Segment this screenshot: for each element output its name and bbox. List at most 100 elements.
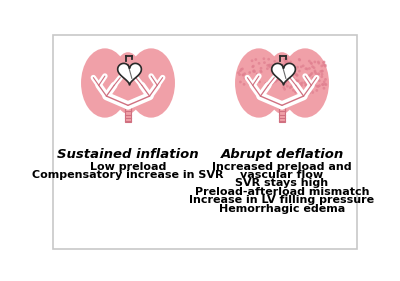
Circle shape <box>268 64 270 67</box>
Circle shape <box>308 91 311 94</box>
Circle shape <box>312 78 315 81</box>
Circle shape <box>321 83 324 86</box>
Circle shape <box>253 70 256 73</box>
Circle shape <box>266 67 269 70</box>
Circle shape <box>317 72 320 75</box>
Circle shape <box>318 79 321 82</box>
Circle shape <box>286 79 289 82</box>
Text: Compensatory increase in SVR: Compensatory increase in SVR <box>32 170 224 180</box>
Circle shape <box>310 86 313 88</box>
Circle shape <box>324 65 327 67</box>
Circle shape <box>286 60 289 63</box>
Circle shape <box>305 77 308 80</box>
Circle shape <box>296 88 299 90</box>
Circle shape <box>321 73 324 76</box>
Circle shape <box>260 67 262 70</box>
Circle shape <box>274 80 277 83</box>
Circle shape <box>321 83 324 86</box>
Circle shape <box>295 73 298 76</box>
Circle shape <box>273 67 276 70</box>
Circle shape <box>239 69 242 72</box>
Circle shape <box>282 86 285 89</box>
Text: Sustained inflation: Sustained inflation <box>57 148 199 161</box>
Circle shape <box>284 71 287 74</box>
Circle shape <box>310 72 313 75</box>
Circle shape <box>266 64 269 67</box>
Circle shape <box>243 72 246 75</box>
Circle shape <box>260 71 263 73</box>
Circle shape <box>282 64 285 66</box>
Circle shape <box>308 74 311 77</box>
Circle shape <box>285 59 288 62</box>
Circle shape <box>316 74 319 77</box>
Circle shape <box>258 80 261 83</box>
Circle shape <box>312 76 314 79</box>
Circle shape <box>291 74 294 77</box>
Circle shape <box>251 65 254 68</box>
Circle shape <box>297 88 300 90</box>
Bar <box>125 105 131 122</box>
Circle shape <box>296 85 299 88</box>
Circle shape <box>318 62 320 65</box>
Circle shape <box>310 73 312 76</box>
Circle shape <box>322 61 325 64</box>
Circle shape <box>284 82 287 85</box>
Circle shape <box>314 69 316 72</box>
Circle shape <box>257 75 260 78</box>
Circle shape <box>301 81 304 84</box>
Circle shape <box>272 67 275 70</box>
Circle shape <box>321 70 323 72</box>
Circle shape <box>296 89 299 92</box>
Circle shape <box>264 82 267 85</box>
Circle shape <box>313 66 316 69</box>
Circle shape <box>288 74 290 77</box>
Circle shape <box>237 71 240 74</box>
Circle shape <box>320 65 323 67</box>
Circle shape <box>308 90 310 93</box>
Circle shape <box>273 81 276 83</box>
Circle shape <box>295 88 298 91</box>
Circle shape <box>252 81 254 84</box>
Circle shape <box>315 74 318 77</box>
Circle shape <box>316 85 318 87</box>
Circle shape <box>267 58 270 61</box>
Circle shape <box>315 72 318 75</box>
Circle shape <box>282 74 285 77</box>
Circle shape <box>286 69 289 71</box>
Circle shape <box>287 67 290 70</box>
Circle shape <box>253 69 256 72</box>
Circle shape <box>272 79 274 82</box>
Circle shape <box>298 58 301 61</box>
Circle shape <box>325 83 328 86</box>
Circle shape <box>241 67 244 70</box>
Circle shape <box>263 61 266 64</box>
Circle shape <box>314 71 316 74</box>
Circle shape <box>293 69 296 71</box>
Ellipse shape <box>281 48 329 118</box>
Circle shape <box>324 83 326 86</box>
Circle shape <box>271 64 274 66</box>
Circle shape <box>294 73 297 76</box>
Circle shape <box>295 79 298 82</box>
Circle shape <box>273 77 276 80</box>
Circle shape <box>256 73 259 76</box>
Circle shape <box>290 85 293 88</box>
Circle shape <box>256 73 258 76</box>
Circle shape <box>307 74 310 77</box>
Circle shape <box>243 83 246 86</box>
Circle shape <box>323 80 326 83</box>
Text: SVR stays high: SVR stays high <box>236 178 328 189</box>
Circle shape <box>259 69 262 72</box>
Circle shape <box>239 81 242 83</box>
Circle shape <box>252 70 255 73</box>
Circle shape <box>268 64 271 66</box>
Circle shape <box>262 57 265 60</box>
Circle shape <box>292 77 295 80</box>
Circle shape <box>244 77 246 79</box>
Circle shape <box>276 67 279 70</box>
Circle shape <box>321 70 324 72</box>
Circle shape <box>298 59 301 62</box>
Circle shape <box>304 81 306 84</box>
Circle shape <box>270 69 273 72</box>
Circle shape <box>296 66 299 69</box>
